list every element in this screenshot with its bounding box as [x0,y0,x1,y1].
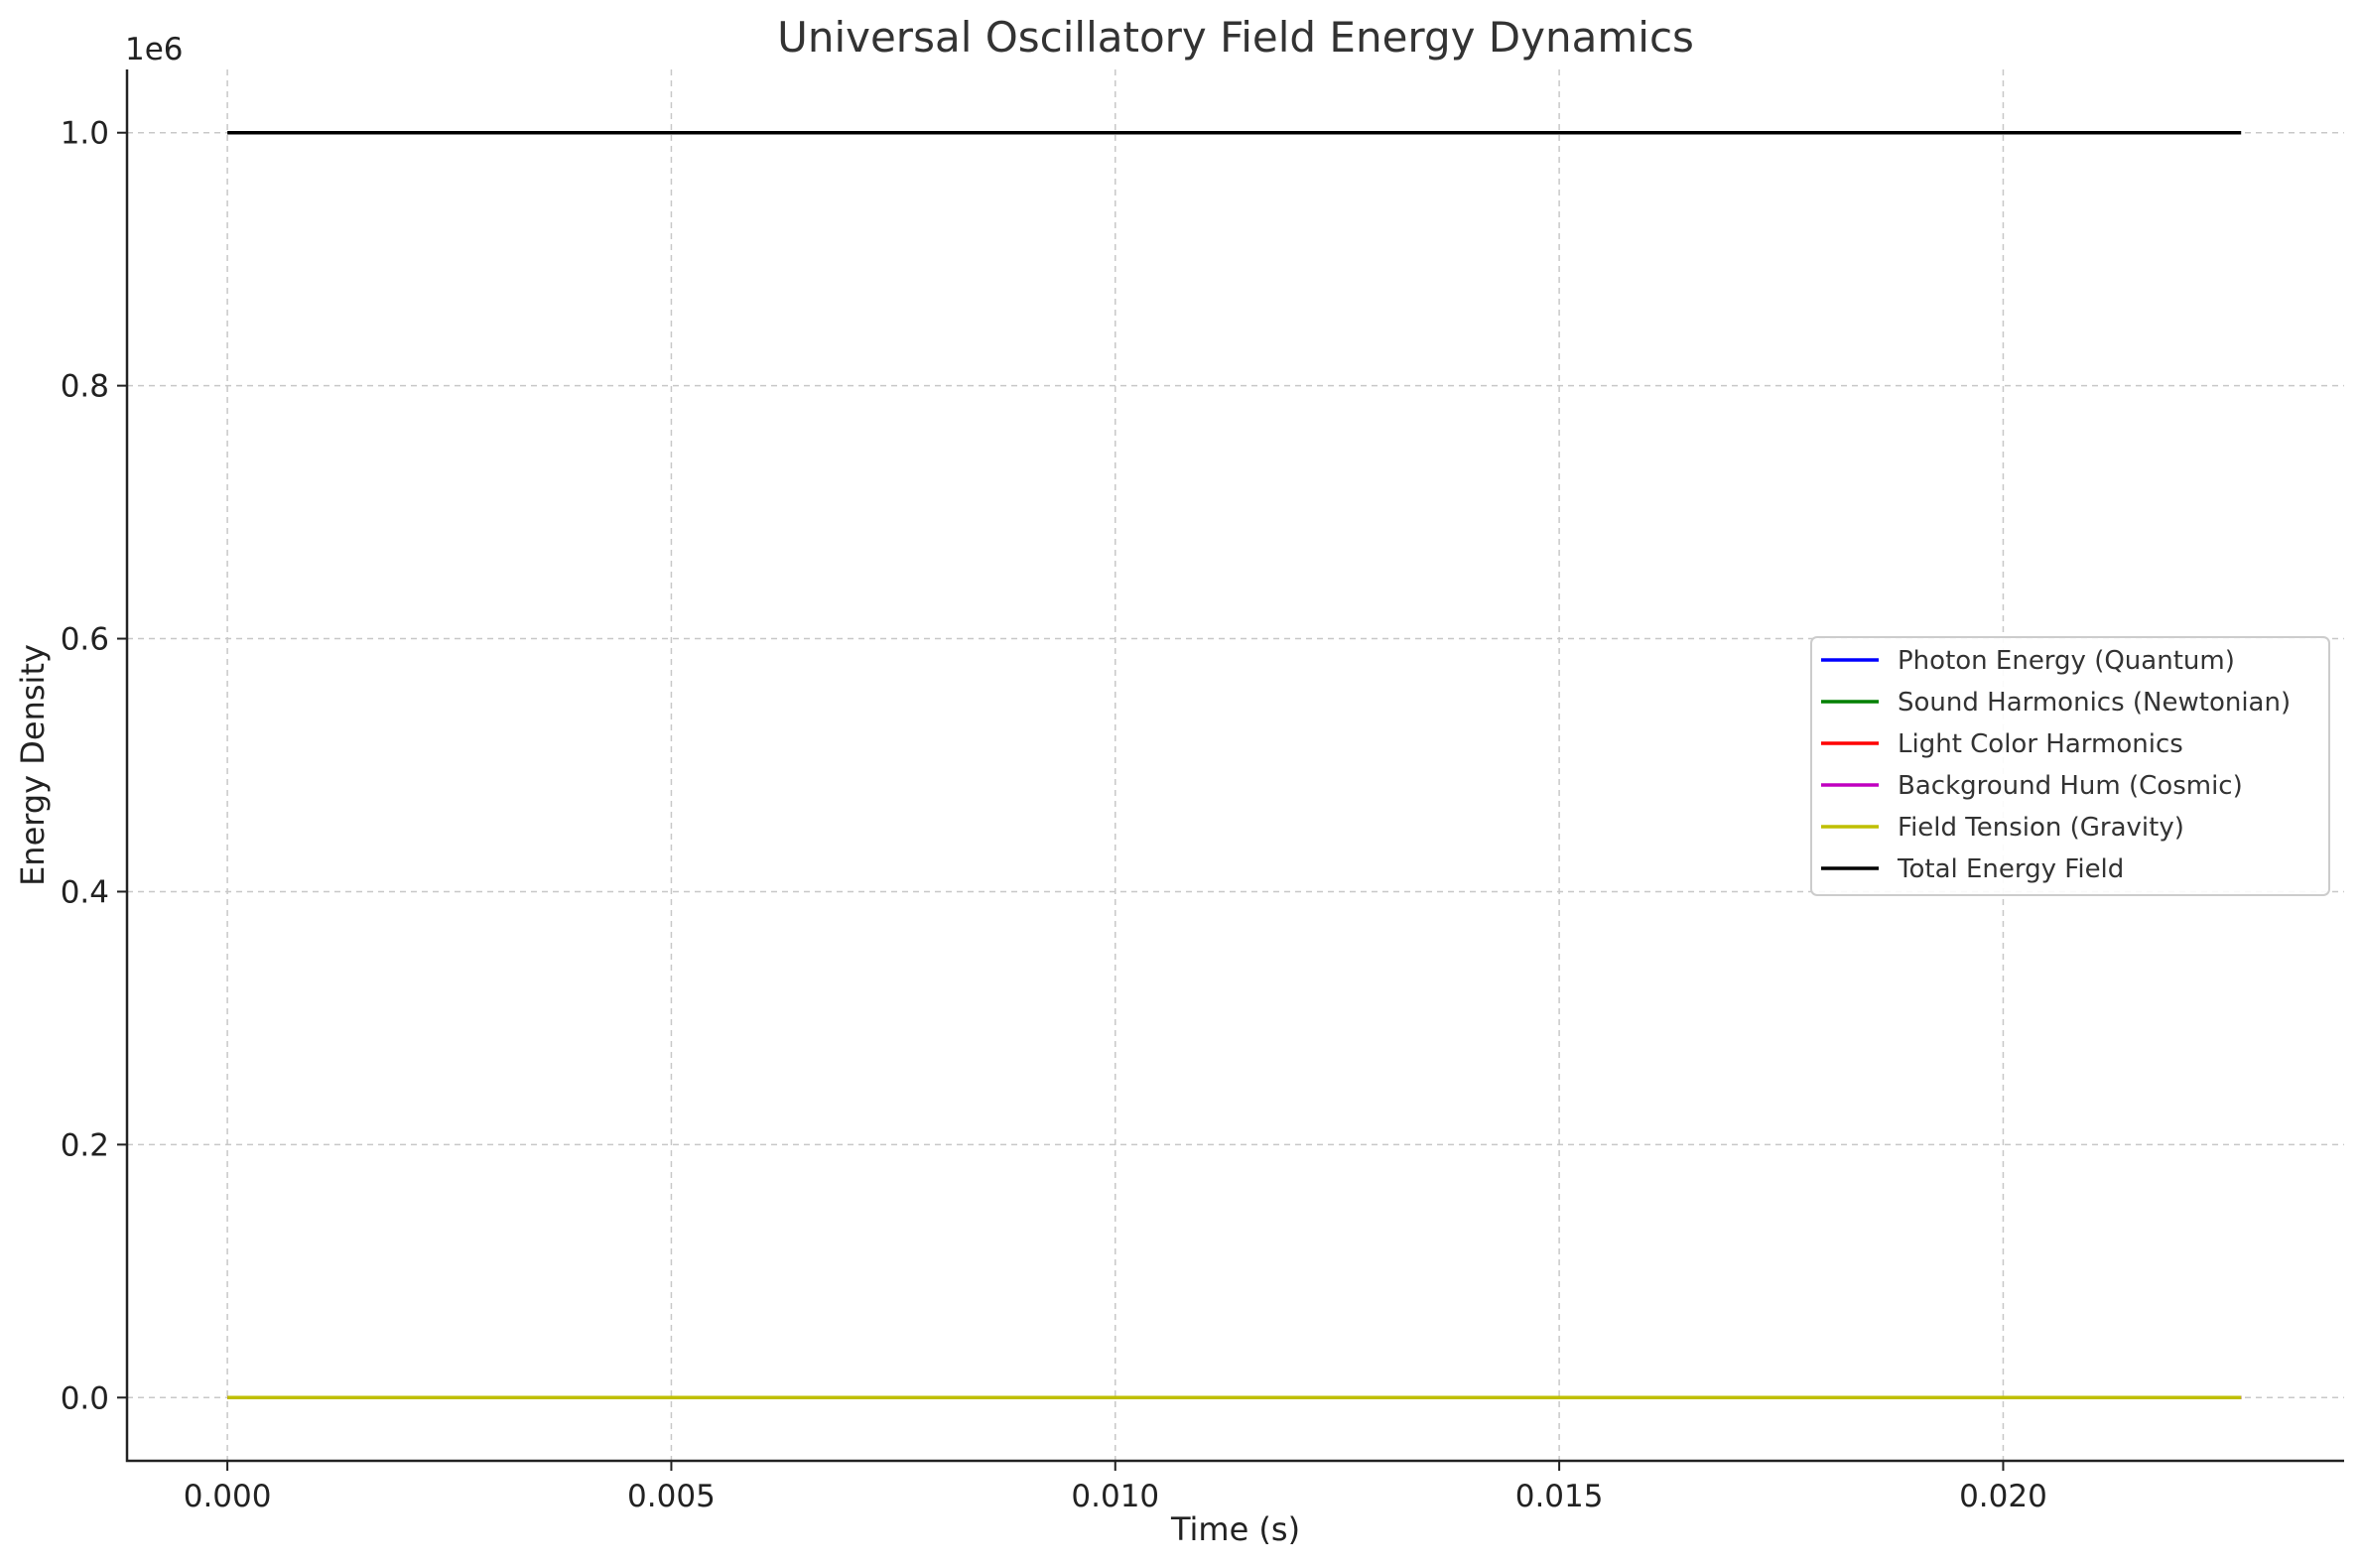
y-tick-label: 1.0 [61,116,109,152]
y-tick-label: 0.6 [61,622,109,658]
x-axis-label: Time (s) [1170,1510,1300,1548]
axes [125,69,2344,1463]
legend: Photon Energy (Quantum) Sound Harmonics (… [1810,636,2330,896]
legend-label: Background Hum (Cosmic) [1898,771,2243,801]
y-tick-label: 0.4 [61,874,109,910]
x-tick-label: 0.020 [1959,1479,2047,1514]
legend-label: Light Color Harmonics [1898,729,2183,759]
legend-box [1810,636,2330,896]
x-tick-label: 0.000 [184,1479,272,1514]
y-axis-offset-label: 1e6 [125,32,184,67]
x-tick-label: 0.005 [627,1479,716,1514]
chart-title: Universal Oscillatory Field Energy Dynam… [777,13,1694,62]
ticks: 0.000 0.005 0.010 0.015 0.020 0.0 0.2 0.4 0.6 0.8… [61,116,2047,1514]
y-axis-label: Energy Density [14,644,52,886]
series-lines [227,130,2242,1400]
x-tick-label: 0.010 [1071,1479,1159,1514]
legend-label: Total Energy Field [1897,854,2124,884]
legend-label: Photon Energy (Quantum) [1898,646,2235,676]
y-tick-label: 0.8 [61,369,109,405]
axes-spines [125,69,2344,1463]
legend-label: Sound Harmonics (Newtonian) [1898,688,2291,718]
y-tick-label: 0.2 [61,1127,109,1163]
x-tick-label: 0.015 [1515,1479,1604,1514]
legend-label: Field Tension (Gravity) [1898,813,2184,843]
y-tick-label: 0.0 [61,1380,109,1416]
